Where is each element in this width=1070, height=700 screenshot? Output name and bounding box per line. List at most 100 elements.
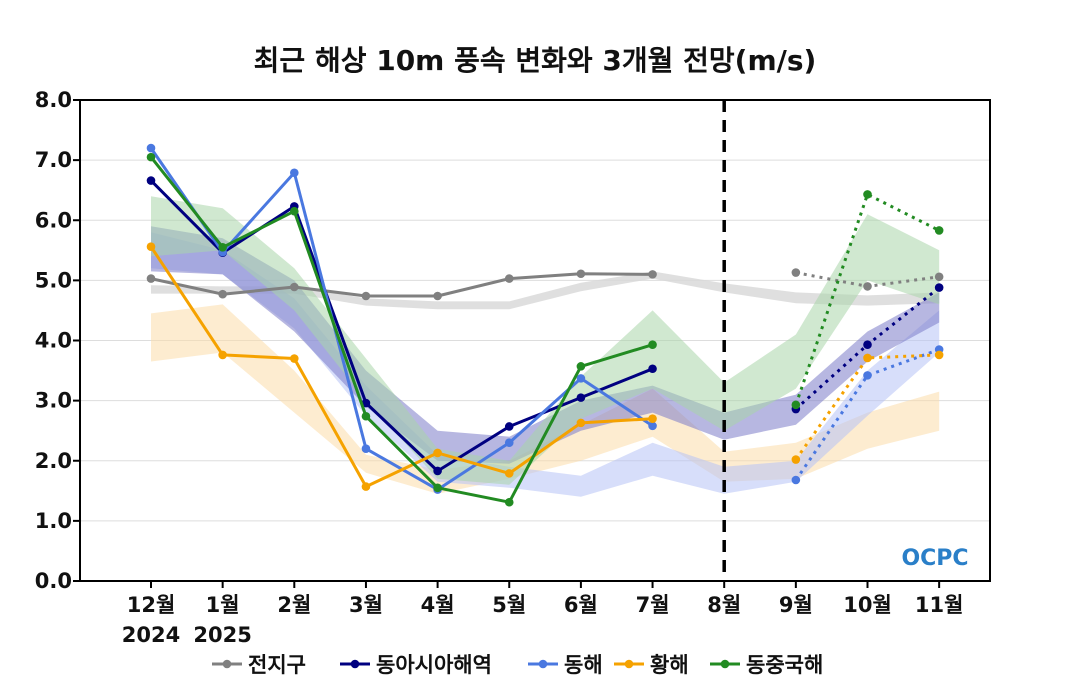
x-tick-label: 12월 [127,593,176,617]
x-tick-label: 6월 [564,593,598,617]
ocpc-logo: OCPC [901,546,968,571]
series-lines [146,143,944,507]
data-point [504,422,514,431]
data-point [361,398,371,408]
data-point [361,444,371,454]
series-line-observed [150,272,653,298]
data-point [934,272,944,282]
data-point [576,362,586,371]
x-tick-label: 7월 [636,593,670,617]
data-point [863,340,872,350]
data-point [290,168,299,178]
data-point [146,176,156,185]
legend-label: 전지구 [248,653,306,677]
data-point [863,371,872,380]
y-tick-label: 4.0 [35,329,72,353]
data-point [361,411,371,421]
x-tick-label: 11월 [915,593,964,617]
data-point [146,152,156,162]
legend-label: 황해 [650,653,689,677]
series-line-forecast [794,353,940,461]
x-tick-label: 8월 [707,593,741,617]
data-point [576,393,586,402]
series-line-forecast [794,192,940,406]
legend-swatch-marker [222,659,232,669]
x-tick-label: 1월 [206,593,240,617]
x-tick-label: 9월 [779,593,813,617]
data-point [576,269,586,279]
x-year-label: 2025 [193,623,251,647]
uncertainty-bands [151,196,940,497]
data-point [218,350,227,360]
data-point [791,475,801,485]
data-point [290,206,299,216]
data-point [504,469,514,478]
y-tick-label: 0.0 [35,569,72,593]
data-point [863,190,872,199]
data-point [504,438,514,448]
data-point [433,466,442,476]
data-point [863,353,872,363]
data-point [648,364,657,374]
y-axis: 0.0 1.0 2.0 3.0 4.0 5.0 6.0 7.0 8.0 [35,88,80,593]
data-point [433,483,442,493]
data-point [934,226,944,235]
data-point [504,274,514,283]
y-tick-label: 1.0 [35,509,72,533]
data-point [146,274,156,283]
x-tick-label: 4월 [421,593,455,617]
legend-label: 동아시아해역 [376,653,492,677]
band-0 [151,271,940,310]
band-4 [151,196,940,485]
data-point [791,455,801,464]
data-point [504,497,514,507]
data-point [218,289,227,299]
x-tick-label: 3월 [349,593,383,617]
data-point [576,418,586,428]
series-line-observed [149,179,654,473]
data-point [218,243,227,252]
y-tick-label: 7.0 [35,148,72,172]
y-tick-label: 8.0 [35,88,72,112]
series-line-forecast [794,348,940,481]
legend-label: 동중국해 [746,653,823,677]
data-point [146,242,156,252]
x-tick-label: 10월 [843,593,892,617]
band-3 [151,304,940,494]
data-point [648,414,657,423]
data-point [863,282,872,291]
data-point [648,421,657,431]
data-point [146,143,156,153]
legend-swatch-marker [350,659,360,669]
data-point [290,354,299,363]
legend: 전지구 동아시아해역 동해 황해 동중국해 [212,653,823,677]
legend-swatch-marker [624,659,634,669]
x-tick-label: 5월 [492,593,526,617]
data-point [433,448,442,458]
legend-swatch-marker [720,659,730,669]
data-point [361,291,371,301]
data-point [648,340,657,350]
y-tick-label: 6.0 [35,208,72,232]
y-tick-label: 2.0 [35,449,72,473]
legend-swatch-marker [538,659,548,669]
data-point [648,270,657,279]
chart-title: 최근 해상 10m 풍속 변화와 3개월 전망(m/s) [254,44,817,77]
data-point [576,374,586,383]
data-point [290,282,299,292]
y-tick-label: 3.0 [35,389,72,413]
data-point [433,291,442,301]
data-point [934,350,944,360]
data-point [361,482,371,491]
legend-label: 동해 [564,653,603,677]
x-year-label: 2024 [122,623,180,647]
x-tick-label: 2월 [277,593,311,617]
y-tick-label: 5.0 [35,268,72,292]
data-point [791,400,801,410]
data-point [791,268,801,277]
x-axis: 12월 1월 2월 3월 4월 5월 6월 7월 8월 9월 10월 11월 2024 2025 [122,581,964,647]
series-line-observed [149,245,653,489]
data-point [934,283,944,292]
series-line-observed [149,156,654,504]
